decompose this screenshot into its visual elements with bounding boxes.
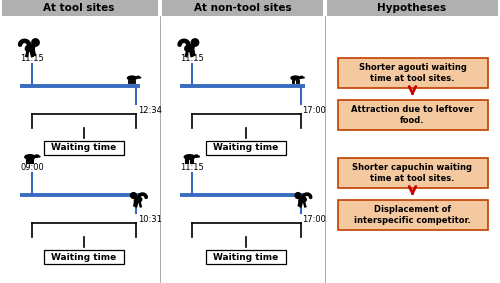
Circle shape	[294, 192, 302, 199]
Text: Waiting time: Waiting time	[214, 143, 278, 153]
Ellipse shape	[184, 44, 195, 52]
Text: Shorter agouti waiting
time at tool sites.: Shorter agouti waiting time at tool site…	[358, 63, 467, 83]
FancyBboxPatch shape	[338, 200, 488, 230]
Text: Shorter capuchin waiting
time at tool sites.: Shorter capuchin waiting time at tool si…	[352, 163, 472, 183]
Bar	[162, 0, 323, 16]
Ellipse shape	[134, 197, 142, 203]
Bar	[2, 0, 158, 16]
Ellipse shape	[24, 44, 36, 52]
FancyBboxPatch shape	[338, 58, 488, 88]
Text: Waiting time: Waiting time	[52, 252, 116, 261]
Circle shape	[31, 38, 40, 47]
FancyBboxPatch shape	[338, 158, 488, 188]
FancyBboxPatch shape	[206, 141, 286, 155]
Circle shape	[190, 38, 200, 47]
Ellipse shape	[298, 197, 307, 203]
Ellipse shape	[127, 75, 137, 81]
Text: Displacement of
interspecific competitor.: Displacement of interspecific competitor…	[354, 205, 471, 225]
Ellipse shape	[38, 156, 40, 158]
Text: 09:00: 09:00	[20, 163, 44, 172]
Circle shape	[130, 192, 137, 199]
Text: 11:15: 11:15	[180, 163, 204, 172]
Ellipse shape	[184, 154, 196, 160]
Text: 17:00: 17:00	[302, 215, 326, 224]
Text: 11:15: 11:15	[180, 54, 204, 63]
Bar	[327, 0, 498, 16]
FancyBboxPatch shape	[44, 250, 124, 264]
Ellipse shape	[24, 154, 36, 160]
Ellipse shape	[198, 156, 200, 158]
Text: Attraction due to leftover
food.: Attraction due to leftover food.	[351, 105, 474, 125]
Ellipse shape	[34, 154, 40, 158]
Ellipse shape	[194, 154, 199, 158]
Text: 11:15: 11:15	[20, 54, 44, 63]
Text: At tool sites: At tool sites	[44, 3, 115, 13]
FancyBboxPatch shape	[206, 250, 286, 264]
Ellipse shape	[299, 76, 304, 79]
Text: Hypotheses: Hypotheses	[377, 3, 446, 13]
Ellipse shape	[136, 76, 140, 79]
Text: Waiting time: Waiting time	[52, 143, 116, 153]
Text: 12:34: 12:34	[138, 106, 162, 115]
Ellipse shape	[302, 77, 305, 79]
Text: 10:31: 10:31	[138, 215, 162, 224]
Text: At non-tool sites: At non-tool sites	[194, 3, 292, 13]
Text: 17:00: 17:00	[302, 106, 326, 115]
Ellipse shape	[290, 75, 301, 81]
FancyBboxPatch shape	[338, 100, 488, 130]
Text: Waiting time: Waiting time	[214, 252, 278, 261]
Ellipse shape	[139, 77, 141, 79]
FancyBboxPatch shape	[44, 141, 124, 155]
